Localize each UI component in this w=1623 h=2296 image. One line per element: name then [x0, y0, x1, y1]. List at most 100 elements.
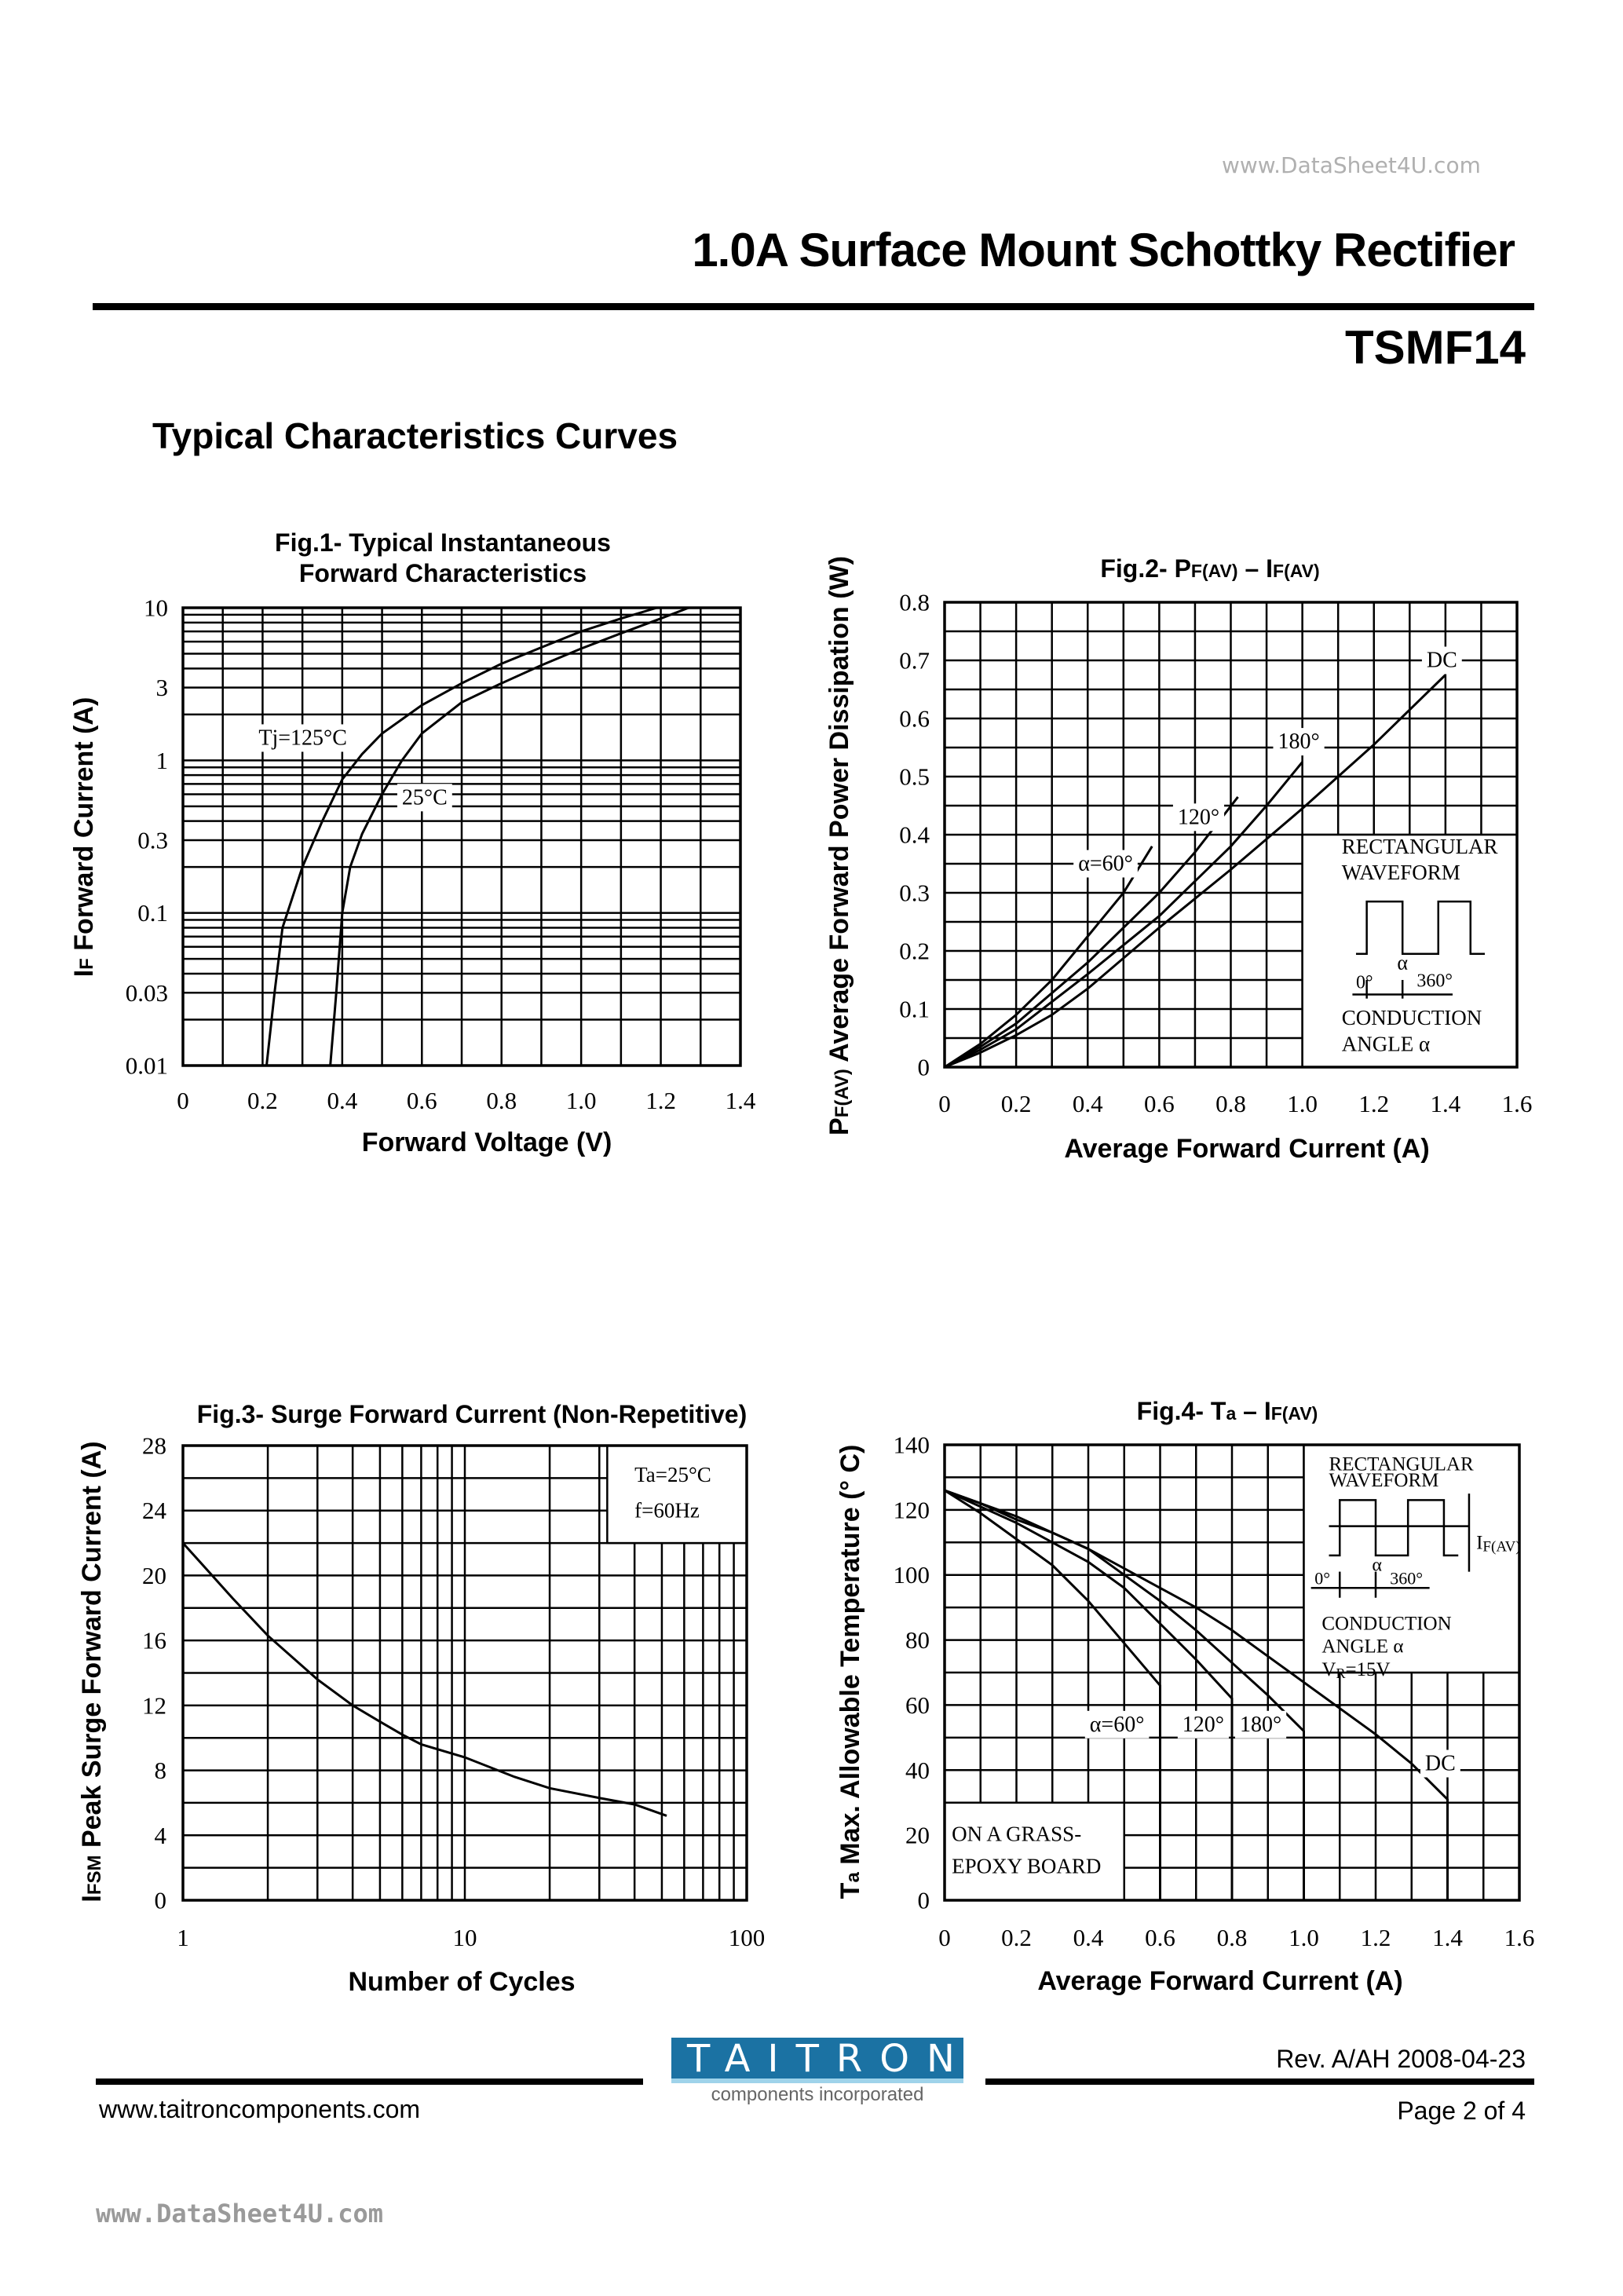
series-label: 120° [1178, 805, 1219, 829]
y-axis-label: IF Forward Current (A) [69, 697, 99, 978]
series-label-bg [1234, 1710, 1287, 1738]
x-tick-label: 1.4 [726, 1087, 756, 1114]
y-tick-label: 100 [894, 1561, 930, 1589]
chart-title-part: Fig.2- P [1100, 554, 1191, 583]
x-axis-label-part: Number of Cycles [348, 1967, 575, 1997]
chart-title-part: – I [1236, 1397, 1270, 1425]
y-tick-label: 8 [155, 1757, 167, 1784]
x-tick-label: 0.4 [327, 1087, 357, 1114]
x-tick-label: 0.2 [1001, 1924, 1032, 1951]
series-line-dc [944, 1489, 1449, 1900]
y-axis-label-part: F [76, 958, 97, 970]
x-axis-label-part: Forward Voltage (V) [362, 1128, 612, 1157]
footer-rule-left [96, 2078, 643, 2085]
waveform-inset [1303, 1443, 1521, 1674]
x-tick-label: 0 [938, 1924, 951, 1951]
rectangular-waveform-icon [1329, 1499, 1459, 1557]
x-tick-label: 1.4 [1431, 1090, 1461, 1117]
inset-text-vr-part: =15V [1345, 1658, 1390, 1680]
series-label: DC [1425, 1752, 1456, 1776]
inset-text-waveform: WAVEFORM [1329, 1470, 1439, 1491]
x-axis-label-part: Average Forward Current (A) [1037, 1966, 1402, 1996]
x-tick-label: 0.6 [1144, 1090, 1175, 1117]
series-line-0 [181, 1542, 667, 1817]
series-label: 120° [1183, 1713, 1224, 1737]
x-tick-label: 1 [177, 1924, 189, 1951]
inset-text-alpha: α [1397, 951, 1408, 974]
inset-text-waveform: WAVEFORM [1342, 861, 1460, 884]
conditions-inset [606, 1444, 748, 1545]
x-tick-label: 0.8 [1215, 1090, 1246, 1117]
x-tick-label: 100 [729, 1924, 766, 1951]
inset-text-conduction: CONDUCTION [1342, 1006, 1482, 1029]
x-tick-label: 1.4 [1432, 1924, 1463, 1951]
x-tick-label: 0.4 [1073, 1090, 1103, 1117]
y-tick-label: 24 [142, 1497, 167, 1524]
chart-title-part: Fig.1- Typical Instantaneous [275, 528, 611, 557]
footer-rule-right [985, 2078, 1534, 2085]
series-line-25c [329, 606, 689, 1066]
x-axis-label: Average Forward Current (A) [1064, 1134, 1429, 1164]
rectangular-waveform-icon [1355, 900, 1485, 955]
header-rule [93, 303, 1534, 310]
y-tick-label: 16 [142, 1627, 166, 1654]
inset-text-rectangular: RECTANGULAR [1342, 835, 1498, 858]
x-tick-label: 0.6 [407, 1087, 437, 1114]
website-link[interactable]: www.taitroncomponents.com [99, 2095, 421, 2123]
x-tick-label: 1.2 [645, 1087, 676, 1114]
x-tick-label: 10 [453, 1924, 477, 1951]
x-axis-label-part: Average Forward Current (A) [1064, 1134, 1429, 1164]
watermark-bottom: www.DataSheet4U.com [96, 2199, 384, 2228]
series-label-bg [254, 724, 352, 752]
chart-title: Forward Characteristics [299, 559, 587, 587]
series-label: α=60° [1090, 1713, 1145, 1737]
board-inset [943, 1801, 1125, 1902]
y-tick-label: 0.6 [899, 705, 930, 733]
y-tick-label: 0 [155, 1887, 167, 1914]
series-label-bg [1420, 1749, 1460, 1778]
inset-text-if-av: IF(AV) [1476, 1532, 1521, 1555]
y-tick-label: 20 [905, 1822, 930, 1849]
x-tick-label: 1.2 [1358, 1090, 1389, 1117]
inset-text-ta: Ta=25°C [634, 1463, 711, 1486]
chart-title: Fig.3- Surge Forward Current (Non-Repeti… [197, 1400, 747, 1428]
x-tick-label: 1.0 [1289, 1924, 1319, 1951]
x-tick-label: 0.2 [247, 1087, 278, 1114]
y-tick-label: 0 [918, 1054, 930, 1081]
x-tick-label: 1.6 [1502, 1090, 1533, 1117]
chart-title-part: Forward Characteristics [299, 559, 587, 587]
y-tick-label: 0.8 [899, 589, 930, 616]
y-axis-label-part: I [69, 970, 99, 977]
y-axis-label-part: F(AV) [832, 1069, 853, 1117]
series-label-bg [397, 784, 452, 812]
chart-title-part: Fig.3- Surge Forward Current (Non-Repeti… [197, 1400, 747, 1428]
y-tick-label: 140 [894, 1431, 930, 1459]
inset-text-zero-deg: 0° [1356, 973, 1373, 993]
logo-subtitle: components incorporated [711, 2084, 924, 2105]
y-tick-label: 0.5 [899, 763, 930, 791]
inset-text-conduction: CONDUCTION [1321, 1613, 1451, 1634]
inset-text-zero-deg: 0° [1314, 1568, 1330, 1588]
series-label: DC [1427, 649, 1457, 673]
x-tick-label: 1.2 [1361, 1924, 1391, 1951]
series-label-bg [1172, 803, 1225, 832]
y-axis-label-part: Forward Current (A) [69, 697, 99, 958]
series-label-bg [1084, 1710, 1150, 1738]
section-title: Typical Characteristics Curves [152, 415, 678, 456]
inset-text-board-1: ON A GRASS- [952, 1822, 1081, 1845]
inset-text-if-av-part: I [1476, 1532, 1482, 1553]
y-axis-label-part: T [835, 1882, 865, 1899]
y-tick-label: 0.2 [899, 938, 930, 965]
document-title: 1.0A Surface Mount Schottky Rectifier [692, 224, 1515, 276]
plot-border [181, 606, 742, 1067]
series-label-bg [1421, 646, 1462, 675]
y-tick-label: 40 [905, 1757, 930, 1784]
x-tick-label: 0.8 [1217, 1924, 1248, 1951]
chart-title-part: Fig.4- T [1137, 1397, 1226, 1425]
plot-border [181, 1444, 748, 1902]
series-line-dc [944, 674, 1446, 1069]
taitron-logo: TAITRON [671, 2038, 963, 2083]
y-tick-label: 12 [142, 1691, 166, 1719]
x-axis-label: Forward Voltage (V) [362, 1128, 612, 1157]
